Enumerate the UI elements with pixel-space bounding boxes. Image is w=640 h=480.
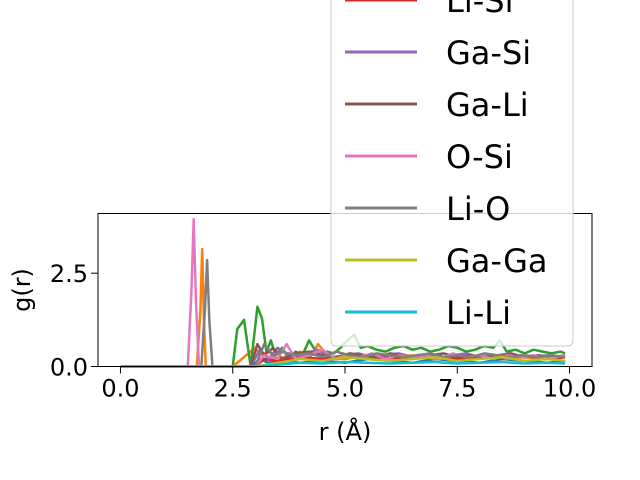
series-line-li-li <box>120 360 566 368</box>
plot-lines <box>120 217 566 368</box>
series-line-li-o <box>120 258 566 368</box>
series-line-ga-ga <box>120 355 566 368</box>
legend-label: Ga-Li <box>446 86 529 124</box>
x-tick-label: 0.0 <box>101 375 139 403</box>
x-axis-label: r (Å) <box>319 417 372 446</box>
x-tick-label: 2.5 <box>214 375 252 403</box>
legend-label: Li-Li <box>446 294 511 332</box>
y-axis-ticks: 0.0 2.5 <box>50 260 98 382</box>
x-tick-label: 5.0 <box>326 375 364 403</box>
x-tick-label: 10.0 <box>543 375 596 403</box>
legend: Li-Si Ga-Si Ga-Li O-Si Li-O Ga-Ga Li-Li <box>330 0 574 347</box>
legend-label: Ga-Si <box>446 34 531 72</box>
y-tick-label: 0.0 <box>50 354 88 382</box>
legend-label: O-Si <box>446 138 513 176</box>
legend-label: Li-Si <box>446 0 513 20</box>
legend-label: Li-O <box>446 190 510 228</box>
x-axis-ticks: 0.0 2.5 5.0 7.5 10.0 <box>101 366 596 403</box>
x-tick-label: 7.5 <box>438 375 476 403</box>
legend-label: Ga-Ga <box>446 242 548 280</box>
y-tick-label: 2.5 <box>50 260 88 288</box>
y-axis-label: g(r) <box>8 268 36 312</box>
